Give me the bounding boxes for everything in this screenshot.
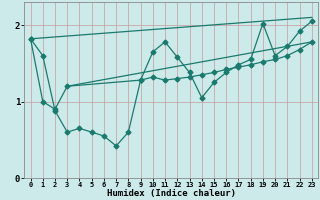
X-axis label: Humidex (Indice chaleur): Humidex (Indice chaleur) xyxy=(107,189,236,198)
